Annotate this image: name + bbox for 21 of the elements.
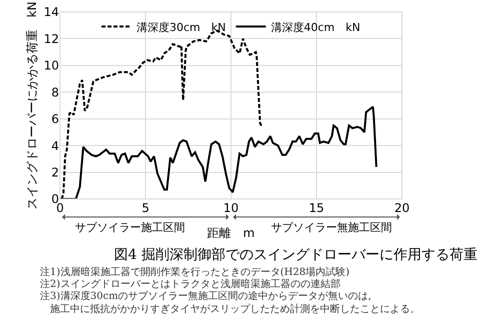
y-tick-label: 6 (51, 112, 59, 126)
y-axis-title: スイングドローバーにかかる荷重 kN (25, 2, 40, 210)
text: 注2)スイングドローバーとはトラクタと浅層暗渠施工器のの連結部 (40, 278, 340, 290)
y-tick-label: 14 (44, 5, 59, 20)
y-tick-label: 4 (51, 138, 59, 153)
text: サブソイラー無施工区間 (271, 221, 392, 234)
text: 注3)溝深度30cmのサブソイラー無施工区間の途中からデータが無いのは, 施工中に抵抗がかかりすぎタイヤがスリップしたため計測を中断したことによる。 (40, 290, 420, 315)
x-tick-label: 20 (394, 201, 410, 215)
y-tick-label: 2 (51, 165, 59, 180)
x-axis-title: 距離 m (207, 226, 255, 240)
legend-label: 溝深度40cm kN (270, 20, 360, 34)
text: サブソイラー施工区間 (75, 221, 185, 234)
legend-label: 溝深度30cm kN (136, 20, 226, 34)
x-tick-label: 10 (223, 201, 239, 215)
y-tick-label: 8 (51, 85, 59, 100)
y-tick-label: 10 (44, 58, 59, 73)
text: 注1)浅層暗渠施工器で開削作業を行ったときのデータ(H28場内試験) (40, 266, 350, 278)
y-tick-label: 12 (44, 32, 59, 46)
x-tick-label: 5 (142, 201, 150, 215)
text: 図4 掘削深制御部でのスイングドローバーに作用する荷重 (114, 247, 478, 263)
x-tick-label: 15 (308, 201, 324, 215)
